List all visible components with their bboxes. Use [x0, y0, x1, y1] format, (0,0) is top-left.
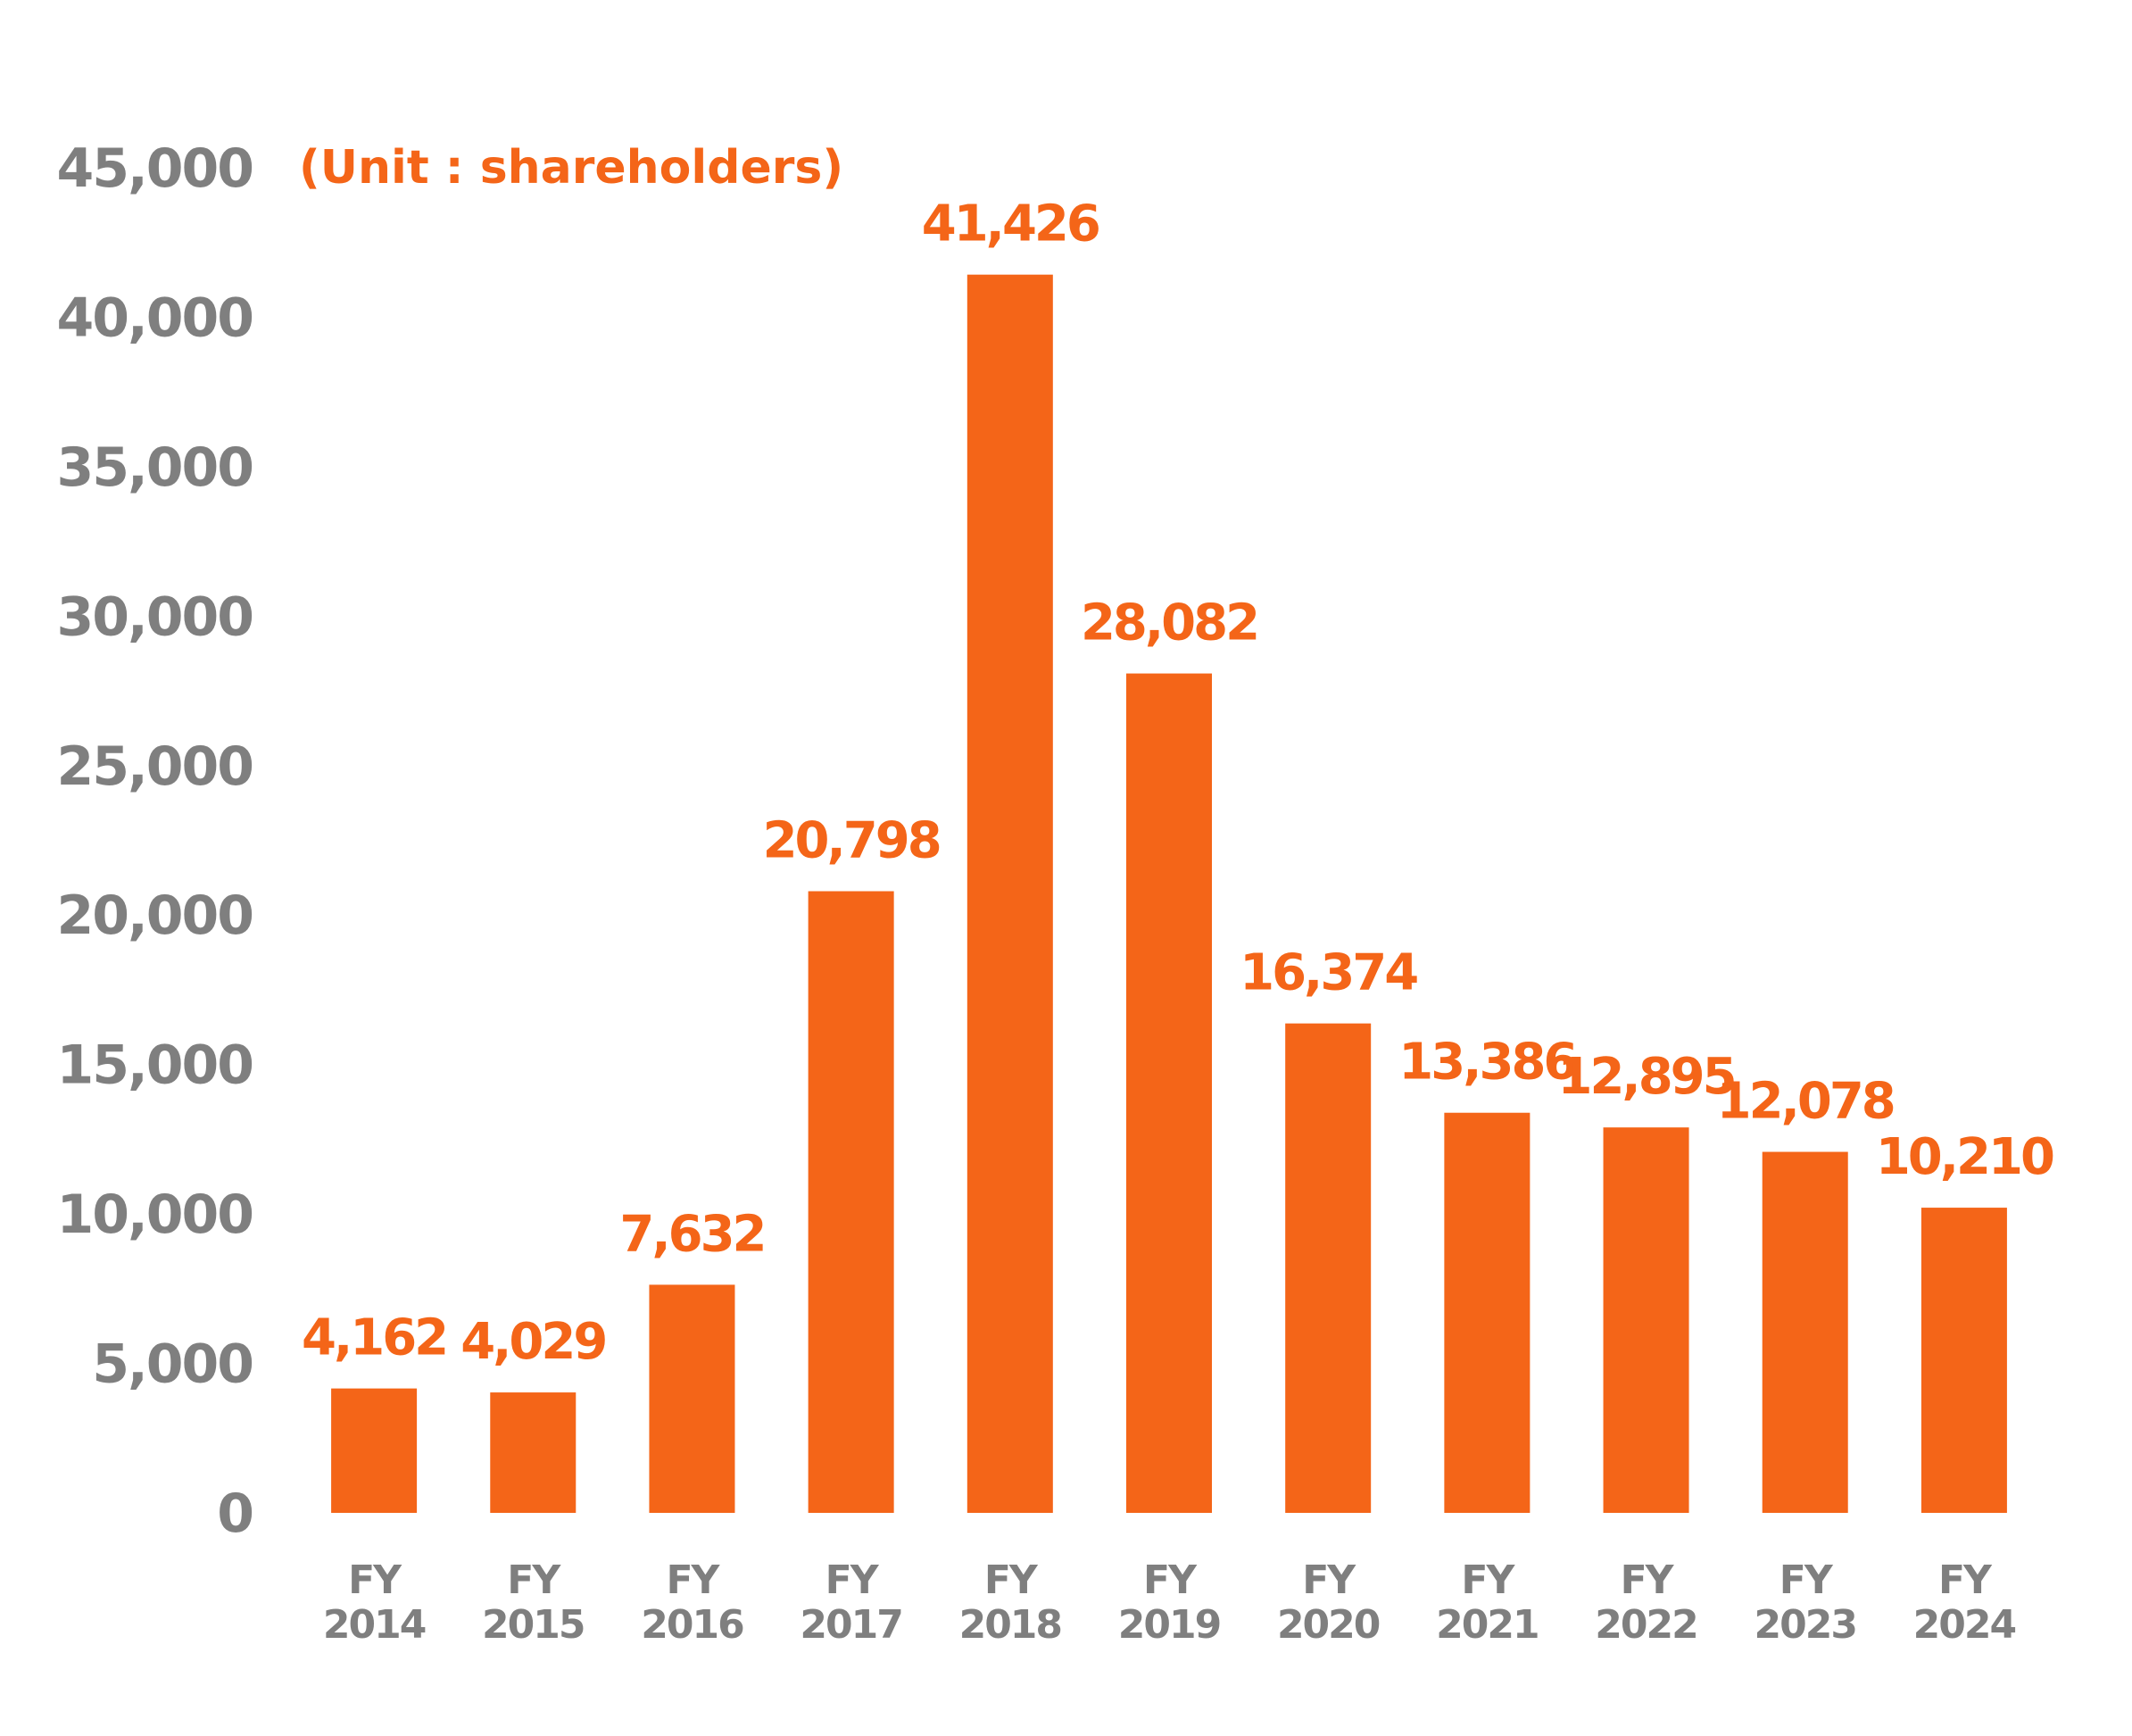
data-label: 13,386 — [1398, 1034, 1575, 1092]
bar-fy-2023 — [1762, 1151, 1848, 1513]
x-tick-label: FY — [1461, 1557, 1515, 1603]
x-tick-label: FY — [348, 1557, 402, 1603]
bar-fy-2019 — [1126, 673, 1212, 1513]
x-tick-label: 2016 — [641, 1602, 743, 1648]
bar-fy-2015 — [490, 1392, 577, 1513]
data-label: 28,082 — [1081, 594, 1257, 652]
data-label: 4,162 — [302, 1309, 446, 1367]
y-axis: 0 5,000 10,000 15,000 20,000 25,000 30,000 35,0… — [56, 137, 254, 1545]
y-tick-label: 10,000 — [56, 1184, 253, 1246]
data-label: 41,426 — [922, 195, 1099, 253]
data-label: 20,798 — [763, 811, 940, 869]
x-tick-label: 2018 — [959, 1602, 1061, 1648]
x-tick-label: 2021 — [1436, 1602, 1538, 1648]
data-label: 12,895 — [1557, 1048, 1734, 1106]
data-label: 16,374 — [1240, 944, 1417, 1002]
data-label: 12,078 — [1717, 1073, 1894, 1131]
x-tick-label: FY — [825, 1557, 880, 1603]
x-tick-label: 2020 — [1277, 1602, 1380, 1648]
y-tick-label: 40,000 — [56, 287, 253, 349]
bar-fy-2018 — [966, 274, 1053, 1513]
x-tick-label: 2022 — [1595, 1602, 1696, 1648]
x-tick-label: 2017 — [800, 1602, 901, 1648]
y-tick-label: 25,000 — [56, 735, 253, 798]
x-tick-label: FY — [666, 1557, 720, 1603]
bar-fy-2017 — [808, 891, 894, 1513]
data-label: 7,632 — [619, 1205, 764, 1263]
x-tick-label: FY — [507, 1557, 561, 1603]
data-label: 4,029 — [460, 1313, 605, 1371]
bar-fy-2021 — [1444, 1112, 1531, 1513]
y-tick-label: 30,000 — [56, 586, 253, 648]
x-tick-label: FY — [1302, 1557, 1356, 1603]
y-tick-label: 0 — [217, 1483, 253, 1545]
unit-label: (Unit : shareholders) — [299, 141, 843, 195]
y-tick-label: 20,000 — [56, 885, 253, 947]
y-tick-label: 15,000 — [56, 1034, 253, 1097]
x-tick-label: FY — [1938, 1557, 1993, 1603]
x-tick-label: 2019 — [1118, 1602, 1220, 1648]
x-tick-label: FY — [984, 1557, 1039, 1603]
x-tick-label: 2015 — [482, 1602, 584, 1648]
bar-fy-2020 — [1285, 1023, 1372, 1513]
x-tick-label: 2014 — [323, 1602, 426, 1648]
bars — [331, 274, 2007, 1513]
bar-fy-2024 — [1920, 1208, 2007, 1513]
x-tick-label: 2024 — [1913, 1602, 2016, 1648]
x-axis: FY2014FY2015FY2016FY2017FY2018FY2019FY20… — [323, 1557, 2018, 1648]
data-label: 10,210 — [1876, 1128, 2053, 1186]
x-tick-label: FY — [1621, 1557, 1675, 1603]
x-tick-label: 2023 — [1754, 1602, 1855, 1648]
y-tick-label: 5,000 — [92, 1333, 253, 1396]
bar-fy-2014 — [331, 1388, 418, 1513]
y-tick-label: 45,000 — [56, 137, 253, 200]
bar-fy-2022 — [1603, 1127, 1689, 1513]
x-tick-label: FY — [1143, 1557, 1198, 1603]
y-tick-label: 35,000 — [56, 436, 253, 499]
bar-fy-2016 — [649, 1284, 735, 1513]
x-tick-label: FY — [1779, 1557, 1834, 1603]
